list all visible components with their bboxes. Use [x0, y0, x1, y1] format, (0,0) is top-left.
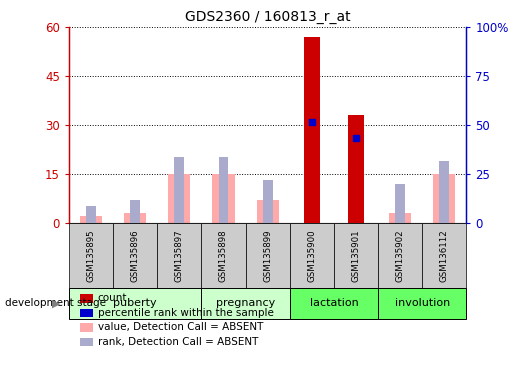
FancyBboxPatch shape: [69, 288, 201, 319]
Text: lactation: lactation: [310, 298, 358, 308]
Text: GSM135896: GSM135896: [131, 229, 139, 282]
FancyBboxPatch shape: [201, 288, 290, 319]
Bar: [304, 37, 320, 223]
Text: GSM135895: GSM135895: [86, 229, 95, 282]
Text: GSM135899: GSM135899: [263, 229, 272, 281]
Text: GSM135900: GSM135900: [307, 229, 316, 282]
Text: value, Detection Call = ABSENT: value, Detection Call = ABSENT: [98, 322, 263, 332]
Bar: [257, 200, 279, 223]
Text: GSM135898: GSM135898: [219, 229, 228, 282]
Text: pregnancy: pregnancy: [216, 298, 275, 308]
Bar: [263, 180, 272, 223]
FancyBboxPatch shape: [113, 223, 157, 288]
Bar: [389, 213, 411, 223]
FancyBboxPatch shape: [290, 223, 334, 288]
FancyBboxPatch shape: [334, 223, 378, 288]
Bar: [86, 207, 96, 223]
Text: rank, Detection Call = ABSENT: rank, Detection Call = ABSENT: [98, 337, 258, 347]
FancyBboxPatch shape: [201, 223, 245, 288]
Bar: [174, 157, 184, 223]
Text: involution: involution: [395, 298, 450, 308]
Bar: [395, 184, 405, 223]
Text: GSM135901: GSM135901: [351, 229, 360, 282]
Bar: [130, 200, 140, 223]
Text: development stage: development stage: [5, 298, 107, 308]
FancyBboxPatch shape: [378, 223, 422, 288]
Bar: [218, 157, 228, 223]
Title: GDS2360 / 160813_r_at: GDS2360 / 160813_r_at: [185, 10, 350, 25]
Text: count: count: [98, 293, 127, 303]
FancyBboxPatch shape: [422, 223, 466, 288]
Text: GSM136112: GSM136112: [440, 229, 449, 282]
Text: ▶: ▶: [52, 298, 61, 308]
FancyBboxPatch shape: [290, 288, 378, 319]
FancyBboxPatch shape: [378, 288, 466, 319]
Bar: [213, 174, 234, 223]
FancyBboxPatch shape: [245, 223, 290, 288]
Bar: [124, 213, 146, 223]
Bar: [348, 115, 364, 223]
Text: percentile rank within the sample: percentile rank within the sample: [98, 308, 273, 318]
Text: GSM135902: GSM135902: [396, 229, 404, 282]
FancyBboxPatch shape: [157, 223, 201, 288]
Text: puberty: puberty: [113, 298, 157, 308]
Bar: [439, 161, 449, 223]
Bar: [168, 174, 190, 223]
Bar: [80, 216, 102, 223]
FancyBboxPatch shape: [69, 223, 113, 288]
Bar: [434, 174, 455, 223]
Text: GSM135897: GSM135897: [175, 229, 184, 282]
